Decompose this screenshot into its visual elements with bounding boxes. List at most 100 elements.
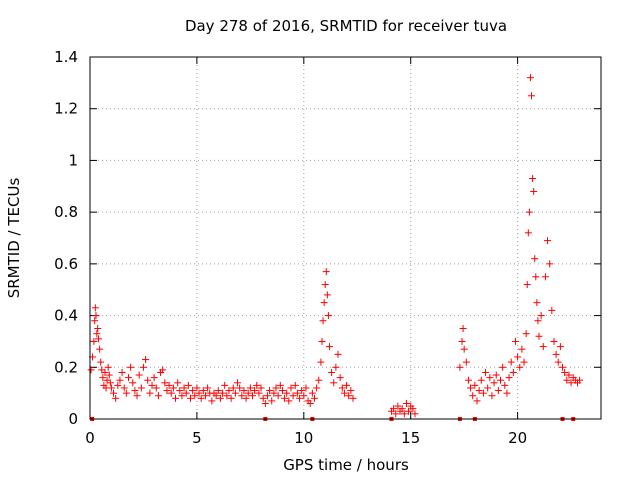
data-point bbox=[559, 363, 567, 371]
data-point bbox=[509, 368, 517, 376]
data-point bbox=[139, 363, 147, 371]
data-point bbox=[518, 345, 526, 353]
data-point bbox=[278, 387, 286, 395]
data-point bbox=[479, 389, 487, 397]
data-point bbox=[552, 350, 560, 358]
y-tick-label: 0 bbox=[68, 410, 78, 428]
data-point bbox=[165, 381, 173, 389]
data-point bbox=[216, 394, 224, 402]
data-point bbox=[488, 392, 496, 400]
data-point bbox=[511, 337, 519, 345]
data-point bbox=[323, 291, 331, 299]
y-tick-label: 0.8 bbox=[54, 203, 78, 221]
data-point bbox=[328, 368, 336, 376]
data-point bbox=[298, 387, 306, 395]
data-point bbox=[193, 384, 201, 392]
data-point bbox=[169, 384, 177, 392]
data-point bbox=[281, 394, 289, 402]
data-point bbox=[172, 394, 180, 402]
data-point bbox=[402, 399, 410, 407]
data-point bbox=[524, 229, 532, 237]
data-point bbox=[556, 343, 564, 351]
data-point bbox=[411, 410, 419, 418]
data-point bbox=[142, 356, 150, 364]
data-point bbox=[302, 384, 310, 392]
data-point bbox=[320, 299, 328, 307]
data-point bbox=[99, 374, 107, 382]
data-point bbox=[315, 376, 323, 384]
data-point bbox=[296, 394, 304, 402]
data-point bbox=[563, 376, 571, 384]
data-point bbox=[394, 402, 402, 410]
data-point bbox=[96, 345, 104, 353]
data-point bbox=[546, 260, 554, 268]
x-tick-label: 10 bbox=[294, 429, 313, 447]
data-point bbox=[221, 381, 229, 389]
data-point bbox=[324, 312, 332, 320]
data-point bbox=[548, 306, 556, 314]
data-point bbox=[144, 376, 152, 384]
data-point bbox=[223, 392, 231, 400]
data-point bbox=[150, 374, 158, 382]
data-point bbox=[93, 330, 101, 338]
y-tick-label: 1 bbox=[68, 151, 78, 169]
data-point bbox=[522, 330, 530, 338]
data-point bbox=[471, 381, 479, 389]
data-point bbox=[345, 392, 353, 400]
data-point bbox=[507, 358, 515, 366]
data-point bbox=[405, 407, 413, 415]
data-point bbox=[532, 273, 540, 281]
data-point bbox=[95, 335, 103, 343]
data-point bbox=[90, 337, 98, 345]
data-point bbox=[531, 255, 539, 263]
data-point bbox=[390, 405, 398, 413]
data-point bbox=[464, 376, 472, 384]
data-point bbox=[208, 397, 216, 405]
data-point bbox=[494, 387, 502, 395]
data-point bbox=[287, 384, 295, 392]
y-tick-label: 0.2 bbox=[54, 358, 78, 376]
data-point bbox=[159, 366, 167, 374]
data-point bbox=[124, 374, 132, 382]
data-point bbox=[469, 392, 477, 400]
data-point bbox=[255, 389, 263, 397]
data-point bbox=[219, 389, 227, 397]
x-tick-label: 0 bbox=[85, 429, 95, 447]
data-point bbox=[529, 175, 537, 183]
data-point bbox=[91, 304, 99, 312]
data-point bbox=[234, 379, 242, 387]
data-point bbox=[176, 387, 184, 395]
data-point bbox=[105, 371, 113, 379]
data-point bbox=[283, 389, 291, 397]
data-point bbox=[514, 353, 522, 361]
data-point bbox=[490, 379, 498, 387]
data-point bbox=[146, 389, 154, 397]
data-point bbox=[163, 387, 171, 395]
data-point bbox=[497, 376, 505, 384]
data-point bbox=[133, 392, 141, 400]
plot-frame bbox=[89, 56, 602, 420]
data-point bbox=[199, 387, 207, 395]
data-point bbox=[308, 389, 316, 397]
data-point bbox=[152, 384, 160, 392]
data-point bbox=[526, 74, 534, 82]
data-point bbox=[191, 392, 199, 400]
data-point bbox=[148, 381, 156, 389]
data-point bbox=[137, 384, 145, 392]
data-point bbox=[459, 325, 467, 332]
data-point bbox=[266, 387, 274, 395]
data-point bbox=[550, 337, 558, 345]
data-point bbox=[112, 394, 120, 402]
data-point bbox=[116, 376, 124, 384]
data-points bbox=[87, 74, 584, 421]
data-point bbox=[246, 384, 254, 392]
data-point bbox=[270, 389, 278, 397]
data-point bbox=[178, 392, 186, 400]
data-point bbox=[227, 394, 235, 402]
data-point bbox=[201, 392, 209, 400]
data-point bbox=[537, 312, 545, 320]
data-point bbox=[321, 281, 329, 289]
data-point bbox=[195, 389, 203, 397]
data-point bbox=[336, 374, 344, 382]
data-point bbox=[92, 312, 100, 320]
